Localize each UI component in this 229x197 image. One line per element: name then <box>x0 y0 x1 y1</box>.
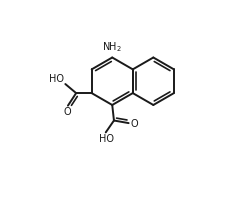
Text: HO: HO <box>49 74 64 84</box>
Text: O: O <box>130 119 138 129</box>
Text: O: O <box>63 107 71 117</box>
Text: NH$_2$: NH$_2$ <box>102 40 122 54</box>
Text: HO: HO <box>99 134 114 144</box>
